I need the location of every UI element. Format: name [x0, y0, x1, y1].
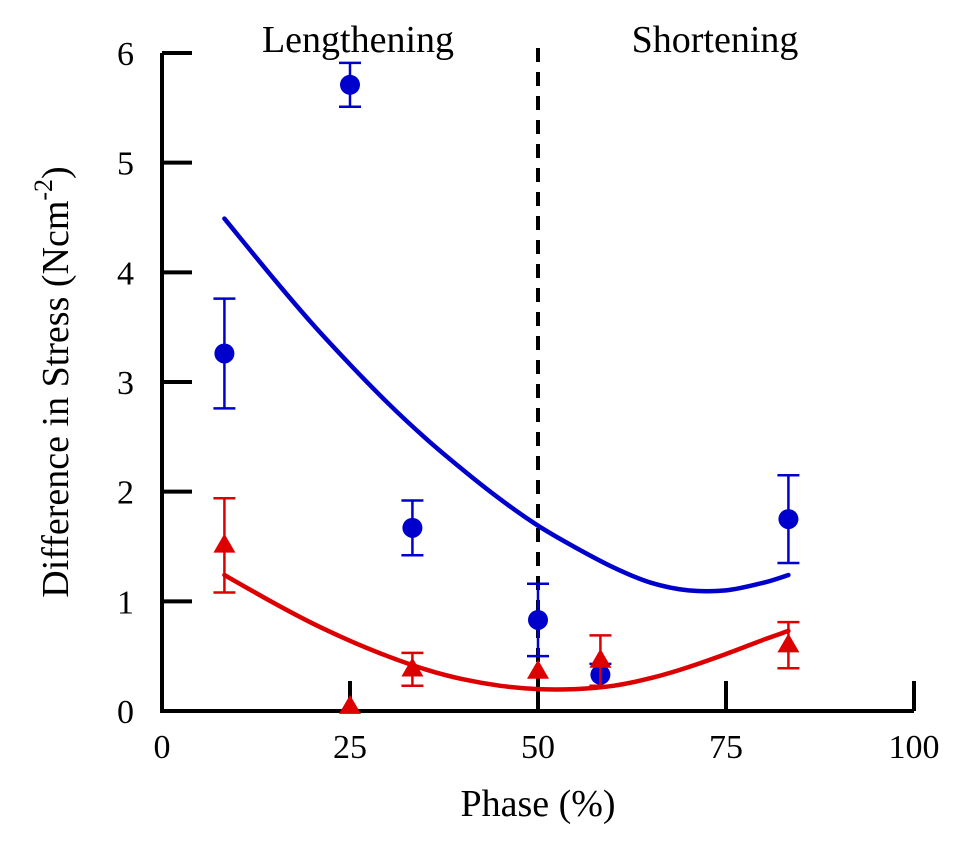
y-tick-label: 4	[117, 255, 134, 292]
circle-data-point	[340, 74, 360, 95]
circle-data-point	[214, 343, 235, 364]
y-tick-label: 5	[117, 146, 134, 183]
x-tick-label: 100	[889, 729, 940, 766]
y-axis-title-main: Difference in Stress (Ncm	[35, 201, 77, 598]
y-tick-label: 3	[117, 365, 134, 402]
x-tick-label: 25	[333, 729, 367, 766]
x-tick-label: 50	[521, 729, 555, 766]
x-tick-label: 75	[709, 729, 743, 766]
circle-data-point	[528, 609, 548, 630]
y-tick-label: 0	[117, 694, 134, 731]
x-ticks: 0 25 50 75 100	[154, 681, 940, 766]
triangle-data-point	[213, 533, 236, 553]
x-axis-title: Phase (%)	[460, 783, 615, 825]
y-axis-title-close: )	[35, 166, 77, 179]
circle-data-point	[778, 509, 799, 530]
x-tick-label: 0	[154, 729, 171, 766]
triangles-fit-curve	[222, 572, 791, 692]
y-tick-label: 1	[117, 584, 134, 621]
fit-curves	[222, 216, 791, 692]
region-label-shortening: Shortening	[632, 19, 799, 61]
y-ticks: 0 1 2 3 4 5 6	[117, 36, 192, 731]
y-axis-title: Difference in Stress (Ncm-2)	[29, 166, 77, 597]
y-tick-label: 6	[117, 36, 134, 73]
circles-fit-curve	[222, 216, 791, 594]
region-label-lengthening: Lengthening	[262, 19, 454, 61]
triangle-data-point	[339, 694, 361, 714]
data-points	[213, 61, 800, 714]
triangle-data-point	[589, 648, 612, 668]
triangle-data-point	[527, 659, 549, 679]
circle-data-point	[402, 517, 423, 538]
y-tick-label: 2	[117, 475, 134, 512]
y-axis-title-superscript: -2	[29, 179, 58, 201]
triangle-data-point	[777, 633, 800, 653]
triangle-data-point	[401, 657, 424, 677]
